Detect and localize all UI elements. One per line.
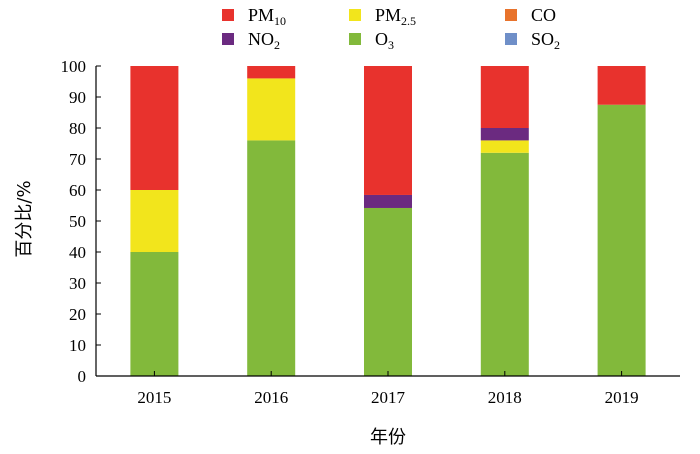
- legend: PM10 PM2.5 CO NO2 O3 SO2: [222, 5, 560, 52]
- bar-segment-2016-pm25: [247, 78, 296, 141]
- y-tick-label: 40: [69, 243, 86, 262]
- y-tick-label: 30: [69, 274, 86, 293]
- x-tick-label: 2016: [254, 388, 288, 407]
- bar-segment-2015-pm10: [130, 66, 179, 190]
- bar-segment-2019-o3: [597, 104, 646, 376]
- legend-swatch: [222, 9, 234, 21]
- y-tick-label: 100: [61, 57, 87, 76]
- y-tick-label: 90: [69, 88, 86, 107]
- legend-item-pm25: PM2.5: [349, 5, 416, 28]
- y-axis-title: 百分比/%: [14, 180, 35, 257]
- legend-label: NO2: [248, 29, 280, 52]
- bar-segment-2018-o3: [480, 152, 529, 376]
- x-axis-title: 年份: [370, 427, 406, 448]
- legend-item-so2: SO2: [505, 29, 560, 52]
- legend-item-co: CO: [505, 5, 556, 25]
- bar-segment-2018-no2: [480, 128, 529, 141]
- bar-segment-2017-no2: [364, 194, 412, 208]
- x-tick-label: 2017: [371, 388, 406, 407]
- legend-label: SO2: [531, 29, 560, 52]
- bar-segment-2016-pm10: [247, 66, 296, 79]
- legend-item-no2: NO2: [222, 29, 280, 52]
- legend-label: PM10: [248, 5, 286, 28]
- x-ticks: 2015 2016 2017 2018 2019: [137, 371, 639, 407]
- bar-segment-2015-o3: [130, 252, 179, 376]
- legend-item-pm10: PM10: [222, 5, 286, 28]
- bar-segment-2017-o3: [364, 207, 412, 376]
- bar-segment-2015-pm25: [130, 190, 179, 252]
- bar-segment-2016-o3: [247, 140, 296, 376]
- legend-label: O3: [375, 29, 394, 52]
- y-tick-label: 10: [69, 336, 86, 355]
- legend-swatch: [349, 9, 361, 21]
- legend-swatch: [505, 33, 517, 45]
- y-tick-label: 50: [69, 212, 86, 231]
- x-tick-label: 2015: [137, 388, 171, 407]
- x-tick-label: 2018: [488, 388, 522, 407]
- bar-segment-2018-pm10: [480, 66, 529, 128]
- bars: [130, 66, 646, 376]
- y-tick-label: 20: [69, 305, 86, 324]
- y-tick-label: 60: [69, 181, 86, 200]
- y-tick-label: 0: [78, 367, 87, 386]
- legend-swatch: [505, 9, 517, 21]
- legend-label: PM2.5: [375, 5, 416, 28]
- y-tick-label: 70: [69, 150, 86, 169]
- bar-segment-2018-pm25: [480, 140, 529, 153]
- y-ticks: 0 10 20 30 40 50 60 70 80 90 100: [61, 57, 101, 386]
- x-tick-label: 2019: [605, 388, 639, 407]
- legend-swatch: [349, 33, 361, 45]
- legend-swatch: [222, 33, 234, 45]
- y-tick-label: 80: [69, 119, 86, 138]
- bar-segment-2017-pm10: [364, 66, 412, 195]
- bar-segment-2019-pm10: [597, 66, 646, 105]
- legend-label: CO: [531, 5, 556, 25]
- legend-item-o3: O3: [349, 29, 394, 52]
